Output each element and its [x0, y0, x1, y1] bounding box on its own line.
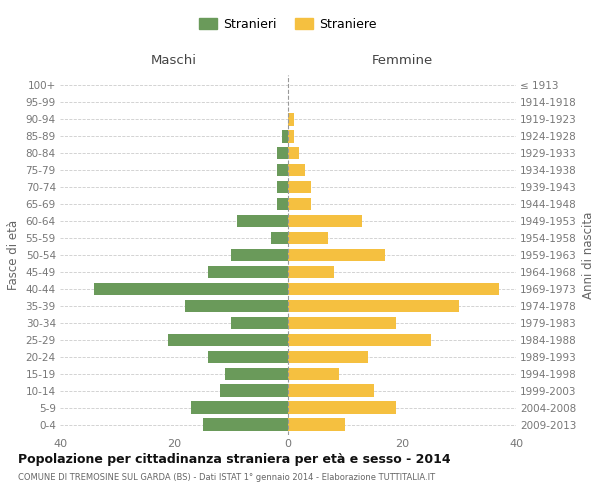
Bar: [277, 146, 288, 160]
Bar: [226, 368, 288, 380]
Text: Maschi: Maschi: [151, 54, 197, 68]
Text: Popolazione per cittadinanza straniera per età e sesso - 2014: Popolazione per cittadinanza straniera p…: [18, 452, 451, 466]
Bar: [288, 164, 305, 176]
Bar: [288, 198, 311, 210]
Bar: [277, 180, 288, 194]
Bar: [288, 300, 459, 312]
Bar: [94, 282, 288, 296]
Text: COMUNE DI TREMOSINE SUL GARDA (BS) - Dati ISTAT 1° gennaio 2014 - Elaborazione T: COMUNE DI TREMOSINE SUL GARDA (BS) - Dat…: [18, 472, 435, 482]
Bar: [288, 282, 499, 296]
Bar: [168, 334, 288, 346]
Bar: [288, 248, 385, 262]
Bar: [288, 384, 373, 397]
Bar: [203, 418, 288, 431]
Bar: [208, 266, 288, 278]
Bar: [191, 402, 288, 414]
Bar: [231, 248, 288, 262]
Bar: [288, 350, 368, 364]
Bar: [288, 266, 334, 278]
Bar: [288, 334, 431, 346]
Bar: [288, 113, 294, 126]
Bar: [288, 146, 299, 160]
Y-axis label: Fasce di età: Fasce di età: [7, 220, 20, 290]
Bar: [236, 214, 288, 228]
Bar: [288, 232, 328, 244]
Bar: [208, 350, 288, 364]
Bar: [288, 130, 294, 142]
Bar: [231, 316, 288, 330]
Bar: [185, 300, 288, 312]
Bar: [288, 418, 345, 431]
Bar: [288, 402, 397, 414]
Bar: [277, 198, 288, 210]
Bar: [288, 180, 311, 194]
Bar: [277, 164, 288, 176]
Text: Femmine: Femmine: [371, 54, 433, 68]
Bar: [283, 130, 288, 142]
Bar: [220, 384, 288, 397]
Legend: Stranieri, Straniere: Stranieri, Straniere: [196, 14, 380, 34]
Bar: [288, 368, 340, 380]
Bar: [271, 232, 288, 244]
Bar: [288, 316, 397, 330]
Y-axis label: Anni di nascita: Anni di nascita: [583, 212, 595, 298]
Bar: [288, 214, 362, 228]
